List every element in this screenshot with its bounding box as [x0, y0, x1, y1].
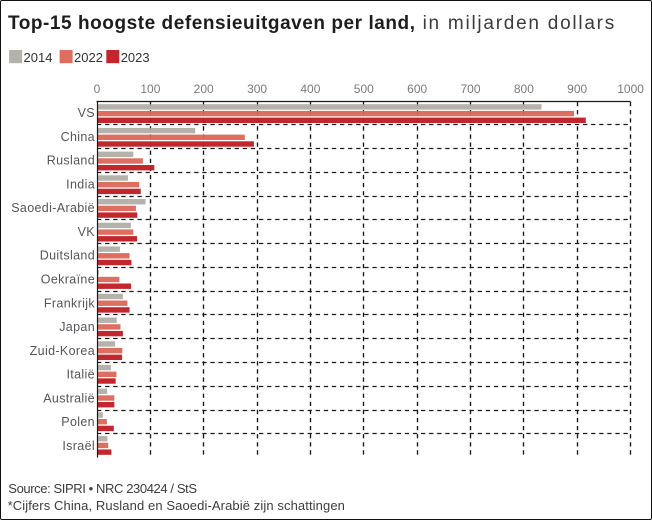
svg-text:Frankrijk: Frankrijk: [43, 296, 94, 310]
svg-text:Duitsland: Duitsland: [39, 248, 94, 262]
svg-text:300: 300: [247, 82, 267, 96]
svg-text:Oekraïne: Oekraïne: [40, 272, 94, 286]
svg-text:500: 500: [353, 82, 373, 96]
svg-text:900: 900: [567, 82, 587, 96]
svg-text:Rusland: Rusland: [46, 153, 94, 167]
svg-text:Israël: Israël: [62, 438, 95, 452]
svg-text:2022: 2022: [74, 50, 103, 65]
svg-text:China: China: [60, 129, 94, 143]
svg-text:Australië: Australië: [43, 391, 95, 405]
svg-text:1000: 1000: [617, 82, 644, 96]
svg-text:Polen: Polen: [61, 415, 95, 429]
svg-text:2014: 2014: [23, 50, 52, 65]
svg-text:700: 700: [460, 82, 480, 96]
svg-text:*Cijfers China, Rusland en Sao: *Cijfers China, Rusland en Saoedi-Arabië…: [7, 498, 344, 513]
svg-text:VK: VK: [77, 224, 95, 238]
svg-text:200: 200: [193, 82, 213, 96]
svg-text:Zuid-Korea: Zuid-Korea: [29, 343, 94, 357]
svg-text:Italië: Italië: [66, 367, 95, 381]
svg-text:VS: VS: [77, 106, 94, 120]
svg-text:India: India: [66, 177, 95, 191]
svg-text:Top-15 hoogste defensieuitgave: Top-15 hoogste defensieuitgaven per land…: [8, 13, 616, 34]
svg-text:600: 600: [407, 82, 427, 96]
svg-text:0: 0: [93, 82, 100, 96]
svg-text:2023: 2023: [120, 50, 149, 65]
svg-text:Source: SIPRI • NRC 230424 / S: Source: SIPRI • NRC 230424 / StS: [8, 480, 197, 495]
svg-text:400: 400: [300, 82, 320, 96]
svg-text:Saoedi-Arabië: Saoedi-Arabië: [11, 201, 95, 215]
svg-text:Japan: Japan: [59, 320, 95, 334]
svg-text:100: 100: [140, 82, 160, 96]
svg-text:800: 800: [513, 82, 533, 96]
